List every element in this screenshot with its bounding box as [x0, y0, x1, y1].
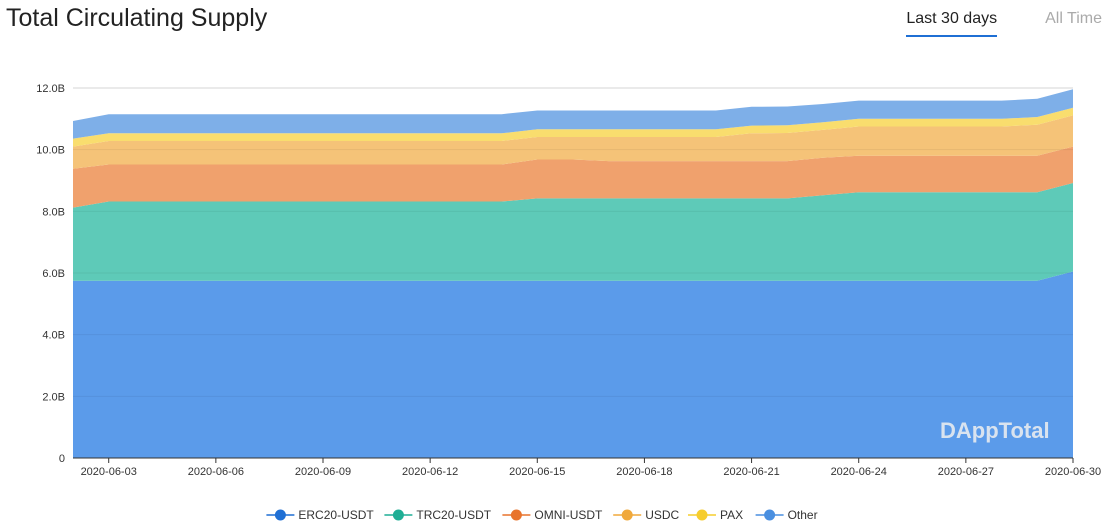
x-tick-label: 2020-06-12 [402, 466, 458, 478]
x-tick-label: 2020-06-09 [295, 466, 351, 478]
legend-item-usdc[interactable]: USDC [613, 508, 680, 522]
legend-item-trc20-usdt[interactable]: TRC20-USDT [384, 508, 492, 522]
tab-last-30-days[interactable]: Last 30 days [906, 10, 998, 37]
area-usdc [73, 115, 1073, 169]
y-tick-label: 10.0B [36, 145, 65, 157]
legend-label: OMNI-USDT [534, 508, 603, 522]
series-areas [73, 87, 1073, 458]
y-tick-label: 6.0B [42, 268, 65, 280]
area-other [73, 89, 1073, 139]
time-range-tabs: Last 30 days All Time [906, 10, 1102, 37]
x-tick-label: 2020-06-21 [723, 466, 779, 478]
legend-marker [764, 509, 776, 521]
legend-marker [621, 509, 633, 521]
legend-label: ERC20-USDT [298, 508, 374, 522]
area-pax [73, 107, 1073, 147]
legend-marker [392, 509, 404, 521]
x-tick-label: 2020-06-03 [81, 466, 137, 478]
y-tick-label: 4.0B [42, 330, 65, 342]
x-tick-label: 2020-06-06 [188, 466, 244, 478]
legend-marker [510, 509, 522, 521]
y-tick-label: 12.0B [36, 83, 65, 95]
x-tick-label: 2020-06-27 [938, 466, 994, 478]
legend-item-other[interactable]: Other [755, 508, 818, 522]
legend-label: Other [788, 508, 818, 522]
y-axis: 0 2.0B 4.0B 6.0B 8.0B 10.0B 12.0B [36, 83, 65, 465]
legend: ERC20-USDT TRC20-USDT OMNI-USDT USDC PAX Othe… [266, 508, 818, 522]
area-erc20-usdt [73, 271, 1073, 458]
x-tick-label: 2020-06-30 [1045, 466, 1101, 478]
legend-item-pax[interactable]: PAX [688, 508, 743, 522]
x-tick-label: 2020-06-24 [831, 466, 887, 478]
x-tick-label: 2020-06-18 [616, 466, 672, 478]
legend-label: PAX [720, 508, 743, 522]
watermark: DAppTotal [940, 418, 1050, 443]
legend-item-erc20-usdt[interactable]: ERC20-USDT [266, 508, 374, 522]
legend-label: TRC20-USDT [416, 508, 491, 522]
area-trc20-usdt [73, 183, 1073, 281]
legend-marker [274, 509, 286, 521]
y-tick-label: 0 [59, 453, 65, 465]
legend-item-omni-usdt[interactable]: OMNI-USDT [502, 508, 603, 522]
tab-all-time[interactable]: All Time [1045, 10, 1102, 27]
page-title: Total Circulating Supply [6, 4, 268, 32]
x-axis: 2020-06-03 2020-06-06 2020-06-09 2020-06-12… [73, 457, 1101, 478]
x-tick-label: 2020-06-15 [509, 466, 565, 478]
legend-label: USDC [645, 508, 679, 522]
y-tick-label: 8.0B [42, 206, 65, 218]
legend-marker [696, 509, 708, 521]
y-tick-label: 2.0B [42, 391, 65, 403]
area-omni-usdt [73, 146, 1073, 208]
